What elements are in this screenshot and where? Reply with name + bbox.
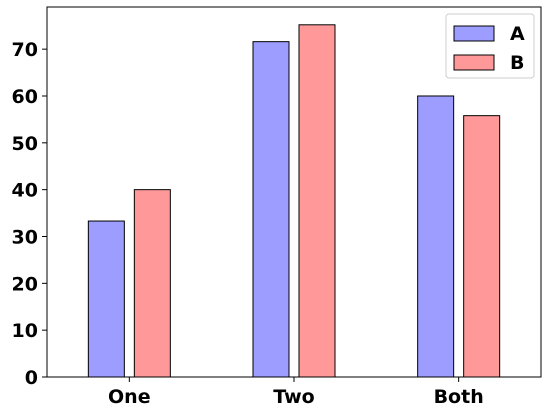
- legend-label-b: B: [510, 52, 524, 74]
- y-tick-label: 60: [12, 86, 38, 108]
- bar-a-both: [417, 95, 455, 378]
- x-tick-label: One: [108, 386, 151, 408]
- legend: AB: [445, 13, 535, 79]
- legend-label-a: A: [510, 23, 525, 45]
- y-tick-label: 0: [25, 367, 38, 389]
- x-tick-label: Two: [273, 386, 314, 408]
- y-tick-label: 30: [12, 226, 38, 248]
- legend-swatch-b: [453, 54, 495, 71]
- bar-b-both: [463, 115, 501, 378]
- y-tick-label: 20: [12, 273, 38, 295]
- bar-b-one: [133, 189, 171, 378]
- x-axis: One Two Both: [108, 377, 484, 408]
- bar-a-one: [87, 220, 125, 378]
- y-tick-label: 40: [12, 180, 38, 202]
- bars-group: [87, 24, 501, 378]
- y-tick-label: 10: [12, 320, 38, 342]
- bar-a-two: [252, 41, 290, 378]
- bar-b-two: [298, 24, 336, 378]
- y-tick-label: 70: [12, 39, 38, 61]
- legend-swatch-a: [453, 25, 495, 42]
- x-tick-label: Both: [434, 386, 484, 408]
- y-axis: 0 10 20 30 40 50 60 70: [12, 39, 47, 389]
- y-tick-label: 50: [12, 133, 38, 155]
